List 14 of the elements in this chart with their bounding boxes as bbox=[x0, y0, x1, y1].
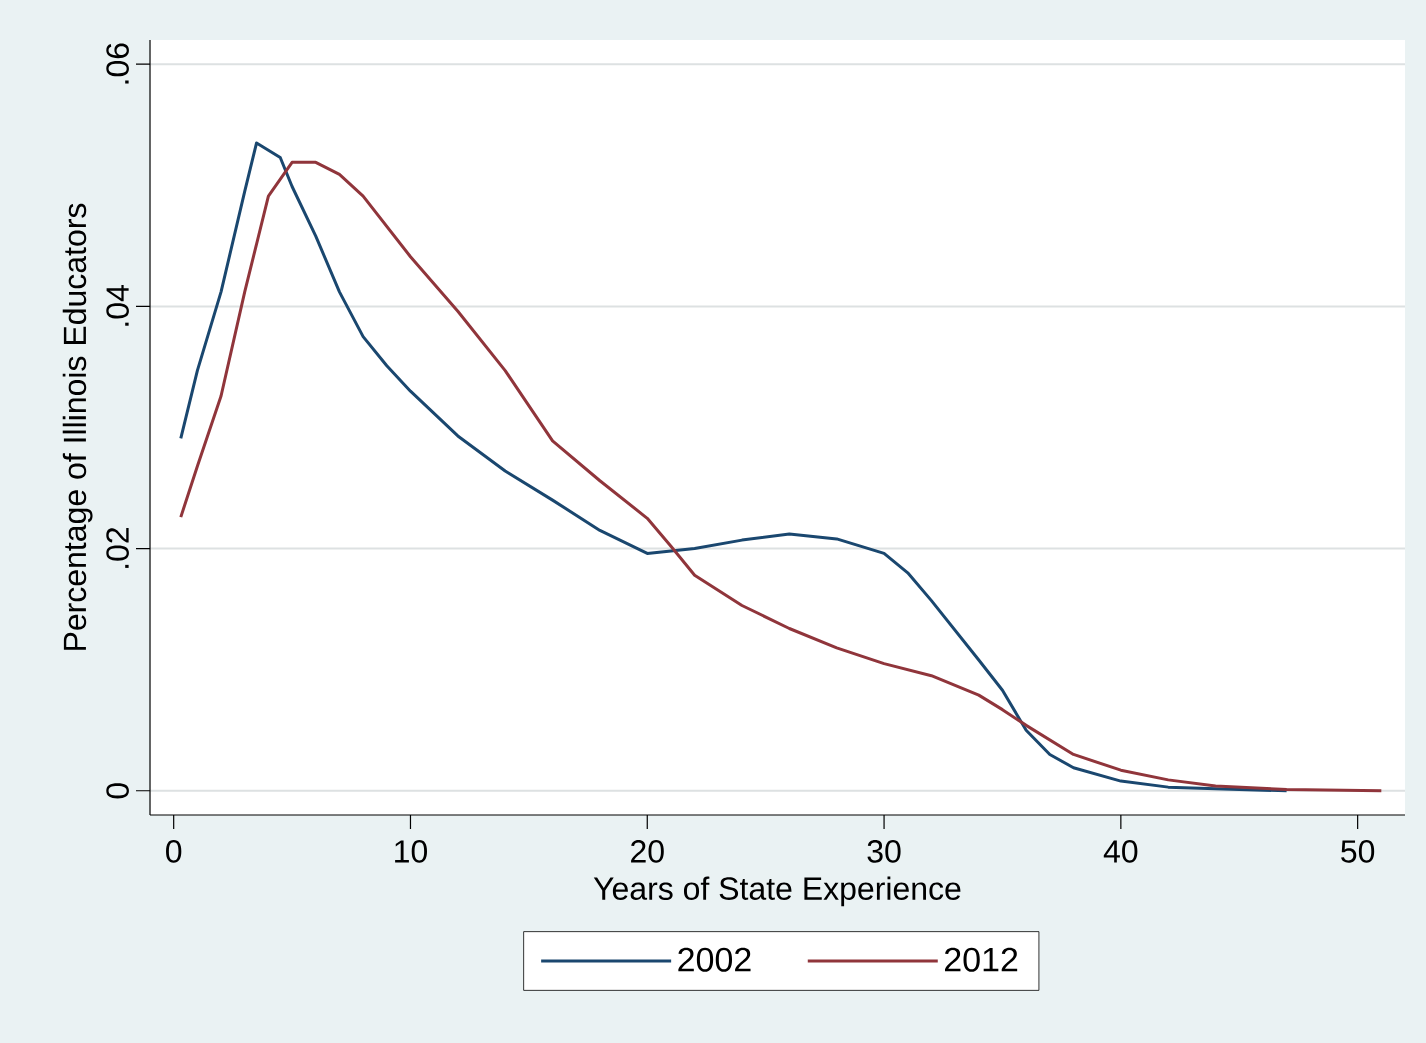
x-tick-label: 20 bbox=[631, 840, 664, 863]
legend-label: 2012 bbox=[944, 947, 1018, 972]
y-axis-title: Percentage of Illinois Educators bbox=[62, 203, 93, 650]
x-tick-label: 50 bbox=[1341, 840, 1375, 863]
legend-label: 2002 bbox=[678, 947, 751, 972]
y-tick-label: 0 bbox=[106, 783, 129, 799]
x-tick-label: 40 bbox=[1103, 840, 1138, 863]
x-tick-label: 30 bbox=[867, 840, 901, 863]
y-tick-label: .02 bbox=[106, 527, 129, 568]
x-axis-title: Years of State Experience bbox=[593, 876, 961, 907]
x-tick-label: 0 bbox=[166, 840, 182, 863]
x-tick-label: 10 bbox=[395, 840, 427, 863]
y-tick-label: .04 bbox=[106, 285, 129, 326]
y-tick-label: .06 bbox=[106, 43, 129, 84]
